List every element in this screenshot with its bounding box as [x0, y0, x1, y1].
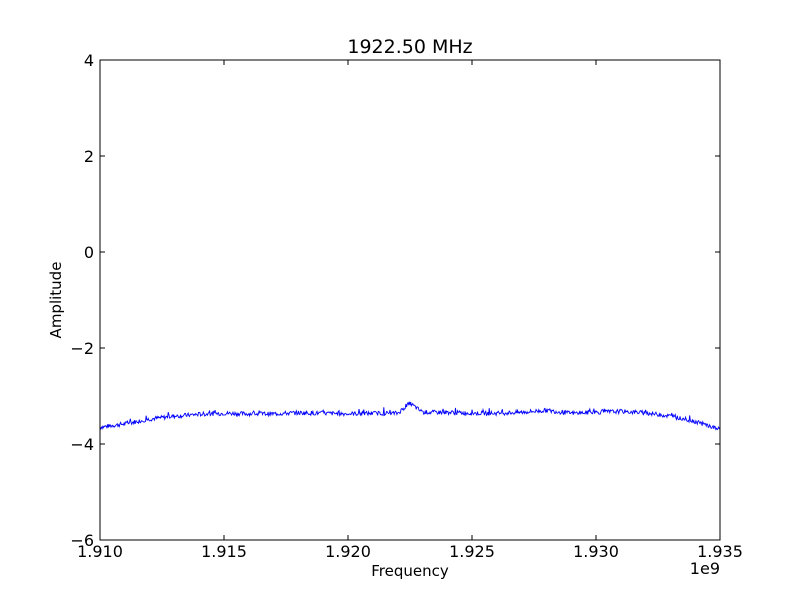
series-line — [99, 401, 721, 431]
x-tick-label: 1.920 — [325, 542, 371, 561]
x-tick-label: 1.910 — [77, 542, 123, 561]
y-tick-label: 2 — [84, 147, 94, 166]
plot-area — [100, 60, 720, 540]
series-layer — [99, 401, 721, 431]
y-tick-label: −6 — [70, 531, 94, 550]
x-offset-label: 1e9 — [690, 559, 720, 578]
x-tick-label: 1.935 — [697, 542, 743, 561]
chart-title: 1922.50 MHz — [347, 36, 472, 58]
y-tick-label: −4 — [70, 435, 94, 454]
y-tick-label: 0 — [84, 243, 94, 262]
y-tick-label: −2 — [70, 339, 94, 358]
y-axis-label: Amplitude — [47, 262, 65, 339]
x-tick-label: 1.915 — [201, 542, 247, 561]
y-tick-label: 4 — [84, 51, 94, 70]
x-axis-label: Frequency — [371, 562, 449, 580]
x-tick-label: 1.925 — [449, 542, 495, 561]
tick-layer: 1.910 1.915 1.920 1.925 1.930 1.935 4 2 0 −2 −4 −6 — [70, 51, 743, 561]
plot-frame — [99, 59, 721, 541]
x-tick-label: 1.930 — [573, 542, 619, 561]
